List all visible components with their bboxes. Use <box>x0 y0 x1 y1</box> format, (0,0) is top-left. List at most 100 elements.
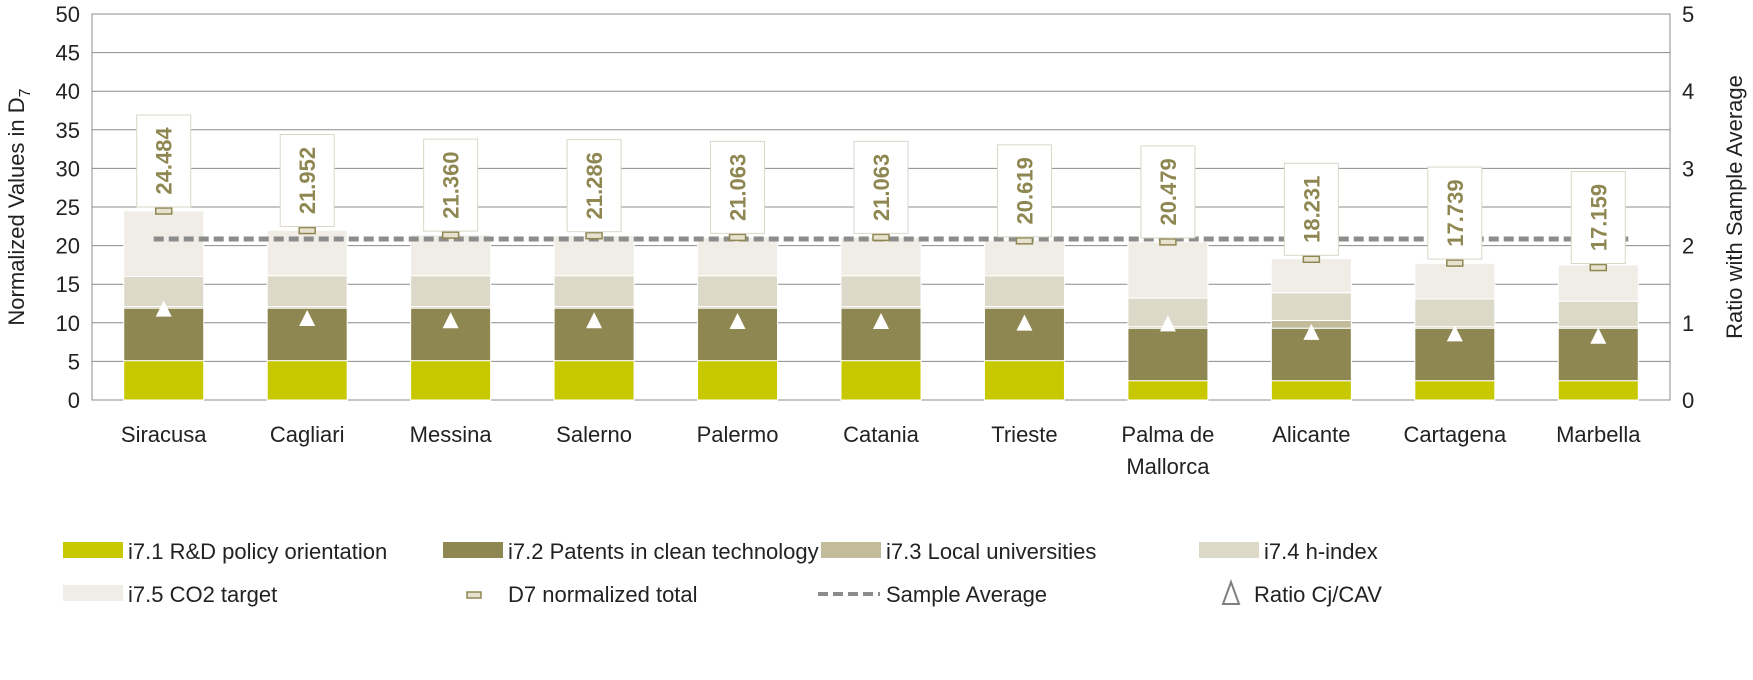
data-label-box <box>853 140 909 234</box>
data-labels: 24.484 21.952 21.360 21.286 21.063 21.063 20.6… <box>136 114 1626 265</box>
data-label: 21.063 <box>869 154 894 221</box>
data-label-box <box>1283 162 1339 256</box>
y-tick-label: 30 <box>56 156 80 181</box>
y-tick-label: 10 <box>56 311 80 336</box>
data-label-box <box>566 139 622 233</box>
bar-segment <box>983 360 1065 401</box>
bar-segment <box>1414 380 1496 401</box>
bar-segment <box>1270 380 1352 401</box>
ratio-marker <box>1159 315 1176 332</box>
y-tick-label: 15 <box>56 272 80 297</box>
legend-label: i7.2 Patents in clean technology <box>508 539 819 564</box>
ratio-marker <box>1303 323 1320 340</box>
bar-segment <box>553 275 635 308</box>
total-marker <box>1446 259 1464 267</box>
data-label: 17.159 <box>1586 184 1611 251</box>
data-label: 21.360 <box>439 151 464 218</box>
bar-segment <box>123 210 205 277</box>
y2-axis-title: Ratio with Sample Average <box>1722 75 1747 339</box>
legend-triangle-icon <box>1221 579 1241 605</box>
legend-swatch <box>1199 542 1259 558</box>
ratio-marker <box>1016 314 1033 331</box>
legend-label: i7.5 CO2 target <box>128 582 277 607</box>
bar-segment <box>697 236 779 277</box>
total-marker <box>1589 263 1608 272</box>
legend-label: Sample Average <box>886 582 1047 607</box>
x-tick-label-line: Cagliari <box>270 422 345 447</box>
y-tick-label: 50 <box>56 2 80 27</box>
ratio-marker <box>442 312 459 329</box>
data-label: 17.739 <box>1443 179 1468 246</box>
total-marker <box>298 226 316 235</box>
bar-segment <box>1414 327 1496 382</box>
legend-label: D7 normalized total <box>508 582 698 607</box>
bars <box>123 210 1639 401</box>
x-tick-label: Cartagena <box>1403 422 1507 447</box>
x-tick-label: Cagliari <box>270 422 345 447</box>
total-marker <box>585 231 603 240</box>
x-tick-label-line: Mallorca <box>1126 454 1210 479</box>
x-tick-label: Siracusa <box>121 422 207 447</box>
legend-swatch <box>63 585 123 601</box>
data-label: 21.286 <box>582 152 607 219</box>
total-marker <box>441 231 460 239</box>
x-tick-label: Catania <box>843 422 920 447</box>
ratio-marker <box>155 300 172 317</box>
y-axis-title: Normalized Values in D7 <box>4 88 34 325</box>
legend-label: i7.4 h-index <box>1264 539 1378 564</box>
x-tick-label: Messina <box>410 422 493 447</box>
y-tick-label: 40 <box>56 79 80 104</box>
x-tick-label: Salerno <box>556 422 632 447</box>
x-tick-label-line: Palma de <box>1121 422 1214 447</box>
bar-segment <box>840 275 922 308</box>
total-marker <box>1015 237 1034 245</box>
bar-segment <box>410 234 492 277</box>
bar-segment <box>410 360 492 401</box>
x-tick-label: Palermo <box>697 422 779 447</box>
data-label: 20.479 <box>1156 158 1181 225</box>
bar-segment <box>1557 380 1639 401</box>
bar-segment <box>697 360 779 401</box>
y-tick-label: 35 <box>56 118 80 143</box>
legend-total-marker <box>466 591 482 599</box>
ratio-marker <box>729 313 746 330</box>
x-tick-label-line: Alicante <box>1272 422 1350 447</box>
legend-label: Ratio Cj/CAV <box>1254 582 1382 607</box>
data-label-box <box>1427 166 1483 260</box>
bar-segment <box>123 307 205 362</box>
data-label-box <box>1140 145 1196 239</box>
legend-swatch <box>443 542 503 558</box>
data-label: 18.231 <box>1299 176 1324 243</box>
y-tick-label: 0 <box>68 388 80 413</box>
markers <box>154 207 1608 344</box>
ratio-marker <box>873 313 889 330</box>
bar-segment <box>266 360 348 401</box>
bar-segment <box>1127 327 1209 382</box>
bar-segment <box>410 275 492 308</box>
ratio-marker <box>1590 327 1607 344</box>
x-tick-label-line: Marbella <box>1556 422 1641 447</box>
bar-segment <box>123 360 205 401</box>
y2-tick-label: 3 <box>1682 156 1694 181</box>
data-label-box <box>279 134 335 228</box>
legend-label: i7.1 R&D policy orientation <box>128 539 387 564</box>
bar-segment <box>840 360 922 401</box>
y2-tick-label: 4 <box>1682 79 1694 104</box>
y2-tick-label: 5 <box>1682 2 1694 27</box>
y-tick-label: 25 <box>56 195 80 220</box>
data-label: 21.952 <box>295 147 320 214</box>
bar-segment <box>1557 300 1639 328</box>
y2-tick-label: 2 <box>1682 234 1694 259</box>
data-label: 20.619 <box>1012 157 1037 224</box>
x-tick-label-line: Catania <box>843 422 920 447</box>
data-label-box <box>423 138 479 232</box>
bar-segment <box>1270 258 1352 294</box>
data-label-box <box>1570 171 1626 265</box>
legend-swatch <box>63 542 123 558</box>
ratio-marker <box>1446 325 1463 342</box>
legend-label: i7.3 Local universities <box>886 539 1096 564</box>
y2-tick-label: 1 <box>1682 311 1694 336</box>
x-tick-label-line: Palermo <box>697 422 779 447</box>
